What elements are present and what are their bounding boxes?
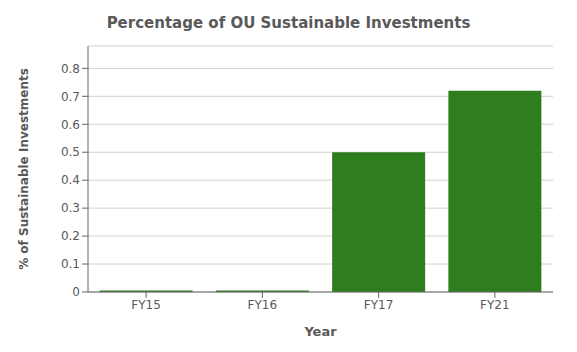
svg-text:0.3: 0.3	[61, 201, 80, 215]
svg-text:0.7: 0.7	[61, 90, 80, 104]
svg-text:FY15: FY15	[131, 298, 161, 312]
svg-text:0: 0	[72, 285, 80, 299]
svg-text:0.5: 0.5	[61, 145, 80, 159]
svg-text:0.8: 0.8	[61, 62, 80, 76]
html-text:Percentage of OU Sustainable I: Percentage of OU Sustainable Investments	[106, 14, 471, 32]
svg-text:FY21: FY21	[480, 298, 510, 312]
svg-text:Year: Year	[303, 324, 337, 339]
svg-text:0.6: 0.6	[61, 118, 80, 132]
svg-text:0.1: 0.1	[61, 257, 80, 271]
svg-text:0.4: 0.4	[61, 173, 80, 187]
svg-text:FY17: FY17	[364, 298, 394, 312]
svg-text:FY16: FY16	[248, 298, 278, 312]
svg-text:0.2: 0.2	[61, 229, 80, 243]
svg-text:% of Sustainable Investments: % of Sustainable Investments	[17, 68, 31, 270]
